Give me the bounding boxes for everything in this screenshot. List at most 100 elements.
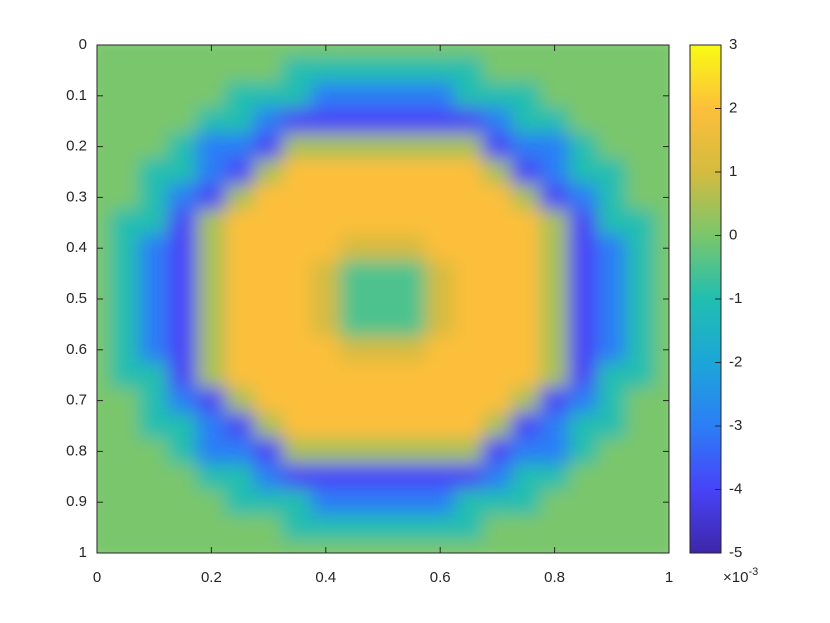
cell [110, 260, 141, 287]
cell [110, 362, 141, 389]
cell [425, 158, 455, 186]
cell [654, 336, 669, 363]
cell [168, 387, 198, 414]
cell [368, 285, 398, 313]
y-tick-label: 0 [79, 36, 87, 53]
cell [654, 387, 669, 414]
cell [597, 260, 627, 287]
cell [225, 209, 255, 236]
cell [597, 45, 627, 59]
cell [368, 184, 398, 211]
cell [539, 57, 570, 84]
cell [425, 82, 455, 109]
cell [253, 45, 284, 59]
cell [597, 108, 627, 135]
cell [654, 514, 669, 541]
heatmap [97, 45, 669, 553]
cell [568, 209, 598, 236]
cell [253, 489, 284, 516]
cell [597, 387, 627, 414]
cell [139, 57, 169, 84]
cell [425, 235, 455, 262]
cell [339, 235, 370, 262]
cell [282, 158, 312, 186]
cell [253, 158, 284, 186]
cell [282, 57, 312, 84]
cell [339, 539, 370, 553]
cell [139, 387, 169, 414]
cell [168, 412, 198, 440]
cell [597, 336, 627, 363]
cell [139, 489, 169, 516]
cell [225, 463, 255, 490]
cell [196, 514, 227, 541]
cell [597, 209, 627, 236]
y-tick-label: 1 [79, 544, 87, 561]
cell [511, 311, 541, 338]
cell [597, 463, 627, 490]
colorbar-tick-label: 3 [729, 36, 737, 53]
cell [625, 45, 656, 59]
x-tick-label: 1 [665, 569, 673, 586]
cell [225, 489, 255, 516]
cell [139, 209, 169, 236]
cell [225, 108, 255, 135]
cell [311, 489, 341, 516]
cell [568, 45, 598, 59]
cell [568, 108, 598, 135]
cell [568, 489, 598, 516]
cell [539, 82, 570, 109]
cell [425, 311, 455, 338]
cell [511, 489, 541, 516]
cell [568, 412, 598, 440]
cell [196, 412, 227, 440]
cell [654, 209, 669, 236]
cell [168, 235, 198, 262]
cell [168, 362, 198, 389]
cell [97, 158, 112, 186]
cell [625, 387, 656, 414]
cell [339, 311, 370, 338]
cell [482, 438, 513, 465]
y-tick-label: 0.8 [66, 442, 87, 459]
cell [396, 539, 427, 553]
cell [511, 108, 541, 135]
cell [282, 260, 312, 287]
cell [253, 285, 284, 313]
cell [454, 514, 484, 541]
cell [139, 362, 169, 389]
cell [196, 57, 227, 84]
y-tick-label: 0.5 [66, 290, 87, 307]
cell [196, 82, 227, 109]
cell [597, 82, 627, 109]
x-tick-label: 0.6 [430, 569, 451, 586]
cell [396, 285, 427, 313]
cell [168, 209, 198, 236]
cell [454, 184, 484, 211]
cell [110, 489, 141, 516]
cell [396, 463, 427, 490]
cell [311, 235, 341, 262]
cell [597, 235, 627, 262]
cell [482, 489, 513, 516]
cell [110, 57, 141, 84]
cell [511, 387, 541, 414]
cell [396, 489, 427, 516]
cell [97, 514, 112, 541]
cell [282, 412, 312, 440]
cell [253, 336, 284, 363]
cell [625, 285, 656, 313]
cell [311, 260, 341, 287]
cell [482, 235, 513, 262]
y-tick-label: 0.9 [66, 493, 87, 510]
cell [253, 438, 284, 465]
cell [339, 489, 370, 516]
cell [539, 209, 570, 236]
cell [110, 235, 141, 262]
cell [511, 260, 541, 287]
cell [110, 336, 141, 363]
cell [482, 209, 513, 236]
cell [511, 539, 541, 553]
cell [597, 362, 627, 389]
colorbar-tick-label: -4 [729, 480, 742, 497]
